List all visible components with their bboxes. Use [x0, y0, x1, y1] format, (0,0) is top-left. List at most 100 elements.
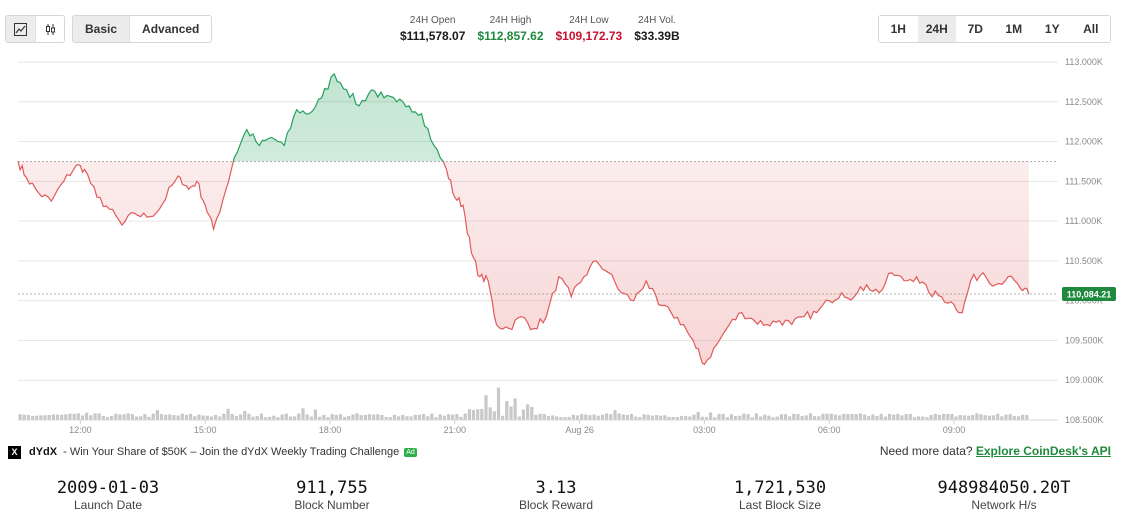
volume-bar: [530, 406, 534, 420]
volume-bar: [22, 414, 26, 420]
stat-low: 24H Low $109,172.73: [556, 14, 623, 45]
volume-bar: [280, 414, 284, 420]
volume-bar: [501, 415, 505, 420]
volume-bar: [301, 408, 305, 420]
volume-bar: [64, 414, 68, 420]
volume-bar: [284, 413, 288, 420]
volume-bar: [1021, 414, 1025, 420]
metric-value: 911,755: [296, 478, 368, 498]
volume-bar: [663, 415, 667, 420]
volume-bar: [863, 414, 867, 420]
volume-bar: [517, 416, 521, 420]
volume-bar: [1000, 416, 1004, 420]
volume-bar: [759, 416, 763, 420]
volume-bar: [509, 406, 513, 420]
volume-bar: [505, 401, 509, 420]
volume-bar: [343, 416, 347, 420]
volume-bar: [492, 411, 496, 420]
volume-bar: [725, 417, 729, 420]
ad-brand[interactable]: dYdX: [29, 446, 58, 458]
volume-bar: [983, 415, 987, 420]
y-tick-label: 112.500K: [1065, 97, 1103, 107]
volume-bar: [991, 415, 996, 420]
volume-bar: [230, 414, 234, 420]
need-more-data: Need more data? Explore CoinDesk's API: [880, 444, 1111, 458]
volume-bar: [184, 415, 189, 420]
range-7d-button[interactable]: 7D: [956, 16, 995, 42]
range-1y-button[interactable]: 1Y: [1033, 16, 1072, 42]
range-24h-button[interactable]: 24H: [917, 16, 956, 42]
volume-bar: [467, 409, 471, 420]
volume-bar: [551, 415, 555, 420]
volume-bar: [380, 414, 384, 420]
metric-value: 3.13: [535, 478, 577, 498]
stat-high-label: 24H High: [489, 15, 532, 26]
volume-bar: [1004, 414, 1008, 420]
current-price-tag-text: 110,084.21: [1067, 289, 1112, 299]
volume-bar: [209, 416, 213, 420]
volume-bar: [896, 414, 900, 420]
volume-bar: [975, 413, 979, 421]
stat-open-label: 24H Open: [409, 15, 456, 26]
stat-open: 24H Open $111,578.07: [400, 14, 465, 45]
stat-vol-label: 24H Vol.: [638, 15, 676, 26]
volume-bar: [122, 414, 126, 420]
volume-bar: [413, 414, 417, 420]
volume-bar: [563, 417, 567, 420]
volume-bar: [430, 413, 434, 420]
volume-bar: [854, 414, 858, 420]
metric-label: Last Block Size: [738, 498, 822, 512]
mode-advanced-button[interactable]: Advanced: [129, 16, 212, 42]
volume-bar: [338, 414, 342, 420]
volume-bar: [659, 415, 663, 420]
volume-bar: [97, 413, 101, 420]
volume-bars: [18, 387, 1029, 421]
volume-bar: [838, 415, 842, 420]
x-logo-icon: X: [8, 445, 21, 459]
volume-bar: [513, 398, 517, 420]
mode-basic-button[interactable]: Basic: [73, 16, 130, 42]
volume-bar: [521, 409, 525, 420]
volume-bar: [168, 414, 172, 420]
range-1h-button[interactable]: 1H: [879, 16, 918, 42]
volume-bar: [779, 414, 783, 420]
x-tick-label: 18:00: [319, 425, 342, 435]
stat-vol: 24H Vol. $33.39B: [634, 14, 679, 45]
volume-bar: [347, 416, 351, 420]
candlestick-icon: [45, 23, 55, 35]
volume-bar: [496, 387, 501, 420]
volume-bar: [180, 413, 184, 420]
volume-bar: [825, 413, 829, 420]
price-area-down: [18, 161, 1029, 365]
volume-bar: [821, 413, 825, 420]
range-1m-button[interactable]: 1M: [994, 16, 1033, 42]
need-more-text: Need more data?: [879, 444, 976, 458]
volume-bar: [218, 416, 222, 420]
line-chart-button[interactable]: [6, 16, 35, 42]
range-all-button[interactable]: All: [1071, 16, 1110, 42]
metric-value: 2009-01-03: [56, 478, 160, 498]
volume-bar: [817, 416, 821, 420]
ad-text[interactable]: - Win Your Share of $50K – Join the dYdX…: [63, 446, 400, 458]
volume-bar: [392, 414, 397, 420]
volume-bar: [43, 415, 47, 420]
price-line-down: [17, 161, 1030, 366]
volume-bar: [954, 416, 958, 420]
volume-bar: [717, 413, 721, 420]
candlestick-button[interactable]: [35, 16, 64, 42]
volume-bar: [488, 407, 492, 420]
metric-label: Network H/s: [971, 498, 1037, 512]
metric-value: 948984050.20T: [937, 478, 1071, 498]
volume-bar: [159, 414, 164, 420]
stat-open-value: $111,578.07: [400, 29, 466, 43]
volume-bar: [946, 413, 950, 420]
price-chart[interactable]: 108.500K109.000K109.500K110.000K110.500K…: [0, 50, 1121, 435]
volume-bar: [613, 410, 617, 420]
volume-bar: [996, 413, 1000, 420]
volume-bar: [268, 416, 272, 420]
volume-bar: [55, 414, 60, 420]
explore-api-link[interactable]: Explore CoinDesk's API: [975, 444, 1111, 458]
volume-bar: [763, 414, 767, 420]
volume-bar: [754, 413, 758, 420]
sponsored-banner[interactable]: X dYdX - Win Your Share of $50K – Join t…: [8, 444, 417, 460]
